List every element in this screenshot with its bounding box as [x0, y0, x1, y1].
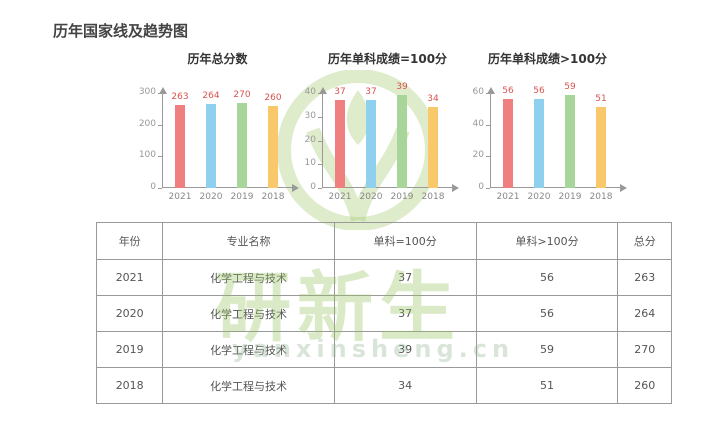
bar-2019	[565, 94, 575, 188]
y-tick-label: 30	[304, 110, 316, 121]
cell: 2019	[95, 331, 164, 368]
bar-chart-3: 历年单科成绩>100分 0 20 40 60 56 2021 56 2020 59 2019 51 20…	[460, 50, 635, 210]
bar-2018	[428, 107, 438, 188]
x-tick-label: 2020	[527, 192, 551, 202]
x-tick-label: 2019	[558, 192, 582, 202]
bar-2020	[534, 99, 544, 188]
cell: 260	[617, 367, 672, 404]
y-tick-label: 0	[150, 182, 156, 192]
header-total: 总分	[617, 222, 672, 260]
cell: 51	[475, 367, 619, 404]
cell: 37	[333, 259, 477, 296]
y-axis	[319, 87, 327, 188]
x-tick-label: 2019	[390, 192, 414, 202]
x-tick-label: 2021	[328, 192, 352, 202]
x-axis	[322, 184, 459, 192]
cell: 56	[475, 295, 619, 332]
cell: 264	[617, 295, 672, 332]
bar-chart-1: 历年总分数 0 100 200 300 263 2021 264 2020 270 2019 260 2…	[130, 50, 305, 210]
x-tick-label: 2020	[199, 192, 223, 202]
cell: 39	[333, 331, 477, 368]
bar-value-label: 56	[533, 86, 545, 97]
bar-2021	[503, 99, 513, 188]
cell: 化学工程与技术	[162, 259, 335, 296]
y-tick-label: 20	[472, 150, 484, 161]
y-tick-label: 40	[304, 87, 316, 97]
header-year: 年份	[95, 222, 164, 260]
bar-2021	[175, 104, 185, 188]
page-title: 历年国家线及趋势图	[53, 22, 189, 40]
bar-value-label: 39	[396, 82, 408, 93]
y-tick-label: 40	[472, 118, 484, 129]
header-major: 专业名称	[162, 222, 335, 260]
header-single-eq100: 单科=100分	[333, 222, 477, 260]
bar-value-label: 264	[202, 91, 220, 102]
cell: 270	[617, 331, 672, 368]
x-tick-label: 2018	[421, 192, 445, 202]
bar-value-label: 270	[233, 89, 251, 100]
cell: 化学工程与技术	[162, 331, 335, 368]
y-axis	[487, 87, 495, 188]
y-tick-label: 0	[310, 182, 316, 192]
y-tick-label: 20	[304, 134, 316, 145]
x-tick-label: 2021	[496, 192, 520, 202]
bar-value-label: 51	[595, 94, 607, 105]
y-tick-label: 60	[472, 87, 484, 97]
bar-2019	[397, 95, 407, 188]
bar-value-label: 37	[334, 87, 346, 98]
cell: 化学工程与技术	[162, 367, 335, 404]
x-tick-label: 2019	[230, 192, 254, 202]
score-table: 年份 专业名称 单科=100分 单科>100分 总分 2021 化学工程与技术 37…	[95, 222, 672, 404]
x-tick-label: 2018	[261, 192, 285, 202]
header-single-gt100: 单科>100分	[475, 222, 619, 260]
cell: 2018	[95, 367, 164, 404]
bar-2018	[596, 107, 606, 188]
cell: 2021	[95, 259, 164, 296]
cell: 2020	[95, 295, 164, 332]
y-tick-label: 100	[138, 150, 156, 161]
y-tick-label: 0	[478, 182, 484, 192]
bar-value-label: 59	[564, 81, 576, 92]
y-tick-label: 200	[138, 118, 156, 129]
chart-title: 历年总分数	[187, 52, 248, 66]
x-tick-label: 2018	[589, 192, 613, 202]
x-axis	[490, 184, 627, 192]
x-tick-label: 2020	[359, 192, 383, 202]
cell: 59	[475, 331, 619, 368]
bar-value-label: 56	[502, 86, 514, 97]
bar-value-label: 263	[171, 91, 189, 102]
table-row: 2018 化学工程与技术 34 51 260	[95, 367, 672, 404]
bar-2020	[366, 100, 376, 188]
table-row: 2020 化学工程与技术 37 56 264	[95, 295, 672, 332]
table-header-row: 年份 专业名称 单科=100分 单科>100分 总分	[95, 222, 672, 260]
bar-2021	[335, 100, 345, 188]
y-tick-label: 300	[138, 87, 156, 97]
table-row: 2019 化学工程与技术 39 59 270	[95, 331, 672, 368]
cell: 37	[333, 295, 477, 332]
bar-value-label: 37	[365, 87, 377, 98]
cell: 化学工程与技术	[162, 295, 335, 332]
bar-2020	[206, 104, 216, 188]
bar-2018	[268, 105, 278, 188]
bar-value-label: 34	[427, 94, 439, 105]
x-tick-label: 2021	[168, 192, 192, 202]
chart-title: 历年单科成绩=100分	[327, 52, 448, 66]
cell: 56	[475, 259, 619, 296]
bar-chart-2: 历年单科成绩=100分 0 10 20 30 40 37 2021 37 2020 39 2019 34…	[300, 50, 475, 210]
y-axis	[159, 87, 167, 188]
chart-title: 历年单科成绩>100分	[487, 52, 608, 66]
y-tick-label: 10	[304, 158, 316, 169]
table-row: 2021 化学工程与技术 37 56 263	[95, 259, 672, 296]
bar-value-label: 260	[264, 92, 282, 103]
cell: 263	[617, 259, 672, 296]
bar-2019	[237, 102, 247, 188]
cell: 34	[333, 367, 477, 404]
x-axis	[162, 184, 299, 192]
